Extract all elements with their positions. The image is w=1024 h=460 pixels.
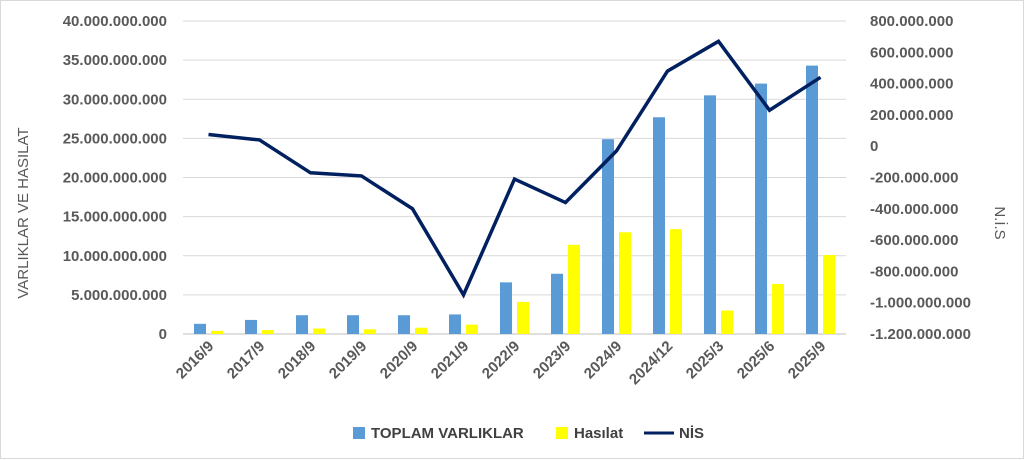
bar-toplam-varliklar [806, 65, 818, 334]
bar-toplam-varliklar [194, 323, 206, 334]
bar-toplam-varliklar [704, 95, 716, 335]
bar-hasilat [670, 229, 682, 334]
y2-tick-label: 0 [870, 138, 878, 155]
y2-tick-label: 400.000.000 [870, 76, 953, 93]
bar-hasilat [772, 283, 784, 334]
y-tick-label: 10.000.000.000 [63, 248, 167, 265]
bar-hasilat [466, 324, 478, 334]
y-tick-label: 30.000.000.000 [63, 91, 167, 108]
bar-hasilat [619, 232, 631, 334]
bar-hasilat [262, 330, 274, 334]
legend-label-hasilat: Hasılat [574, 425, 623, 442]
y2-tick-label: -400.000.000 [870, 201, 958, 218]
bar-toplam-varliklar [755, 83, 767, 334]
bar-toplam-varliklar [653, 117, 665, 334]
y-tick-label: 15.000.000.000 [63, 209, 167, 226]
x-axis-ticks: 2016/9 2017/9 2018/9 2019/9 2020/9 2021/9 2022… [173, 338, 829, 388]
x-tick-label: 2024/9 [581, 338, 625, 382]
y2-tick-label: 800.000.000 [870, 13, 953, 30]
x-tick-label: 2020/9 [377, 338, 421, 382]
nis-line [208, 39, 822, 299]
bar-toplam-varliklar [296, 315, 308, 334]
y2-tick-label: -800.000.000 [870, 263, 958, 280]
legend-label-toplam-varliklar: TOPLAM VARLIKLAR [371, 425, 524, 442]
bar-hasilat [211, 330, 223, 334]
y-tick-label: 20.000.000.000 [63, 170, 167, 187]
y2-tick-label: -1.200.000.000 [870, 326, 971, 343]
x-tick-label: 2025/9 [785, 338, 829, 382]
bar-hasilat [823, 254, 835, 334]
bar-hasilat [415, 327, 427, 334]
bar-hasilat [517, 301, 529, 334]
legend-label-nis: NİS [679, 425, 704, 442]
bar-hasilat [721, 310, 733, 334]
x-tick-label: 2025/6 [734, 338, 778, 382]
bar-toplam-varliklar [398, 315, 410, 334]
y-tick-label: 25.000.000.000 [63, 130, 167, 147]
bar-hasilat [364, 329, 376, 334]
y-tick-label: 0 [159, 326, 167, 343]
x-tick-label: 2019/9 [326, 338, 370, 382]
x-tick-label: 2016/9 [173, 338, 217, 382]
legend: TOPLAM VARLIKLAR Hasılat NİS [353, 425, 704, 442]
x-tick-label: 2024/12 [626, 338, 676, 388]
y2-tick-label: 200.000.000 [870, 107, 953, 124]
bar-toplam-varliklar [245, 319, 257, 334]
x-tick-label: 2017/9 [224, 338, 268, 382]
bar-toplam-varliklar [347, 315, 359, 334]
right-axis-title: N.İ.S [991, 206, 1009, 239]
bar-hasilat [568, 244, 580, 334]
y-tick-label: 5.000.000.000 [71, 287, 167, 304]
legend-swatch-hasilat [556, 427, 568, 439]
bar-toplam-varliklar [500, 282, 512, 334]
y-tick-label: 40.000.000.000 [63, 13, 167, 30]
y2-tick-label: -200.000.000 [870, 170, 958, 187]
y2-tick-label: -1.000.000.000 [870, 295, 971, 312]
x-tick-label: 2021/9 [428, 338, 472, 382]
x-tick-label: 2018/9 [275, 338, 319, 382]
bars [194, 65, 835, 335]
bar-toplam-varliklar [602, 139, 614, 334]
x-tick-label: 2022/9 [479, 338, 523, 382]
legend-swatch-toplam-varliklar [353, 427, 365, 439]
x-tick-label: 2023/9 [530, 338, 574, 382]
bar-hasilat [313, 328, 325, 334]
bar-toplam-varliklar [449, 314, 461, 334]
left-axis-title: VARLIKLAR VE HASILAT [15, 127, 32, 298]
x-tick-label: 2025/3 [683, 338, 727, 382]
bar-toplam-varliklar [551, 273, 563, 334]
y2-tick-label: 600.000.000 [870, 44, 953, 61]
right-axis-ticks: -1.200.000.000 -1.000.000.000 -800.000.000… [870, 13, 971, 343]
y2-tick-label: -600.000.000 [870, 232, 958, 249]
nis-line-path [208, 39, 822, 299]
left-axis-ticks: 0 5.000.000.000 10.000.000.000 15.000.000.0… [63, 13, 167, 343]
y-tick-label: 35.000.000.000 [63, 52, 167, 69]
